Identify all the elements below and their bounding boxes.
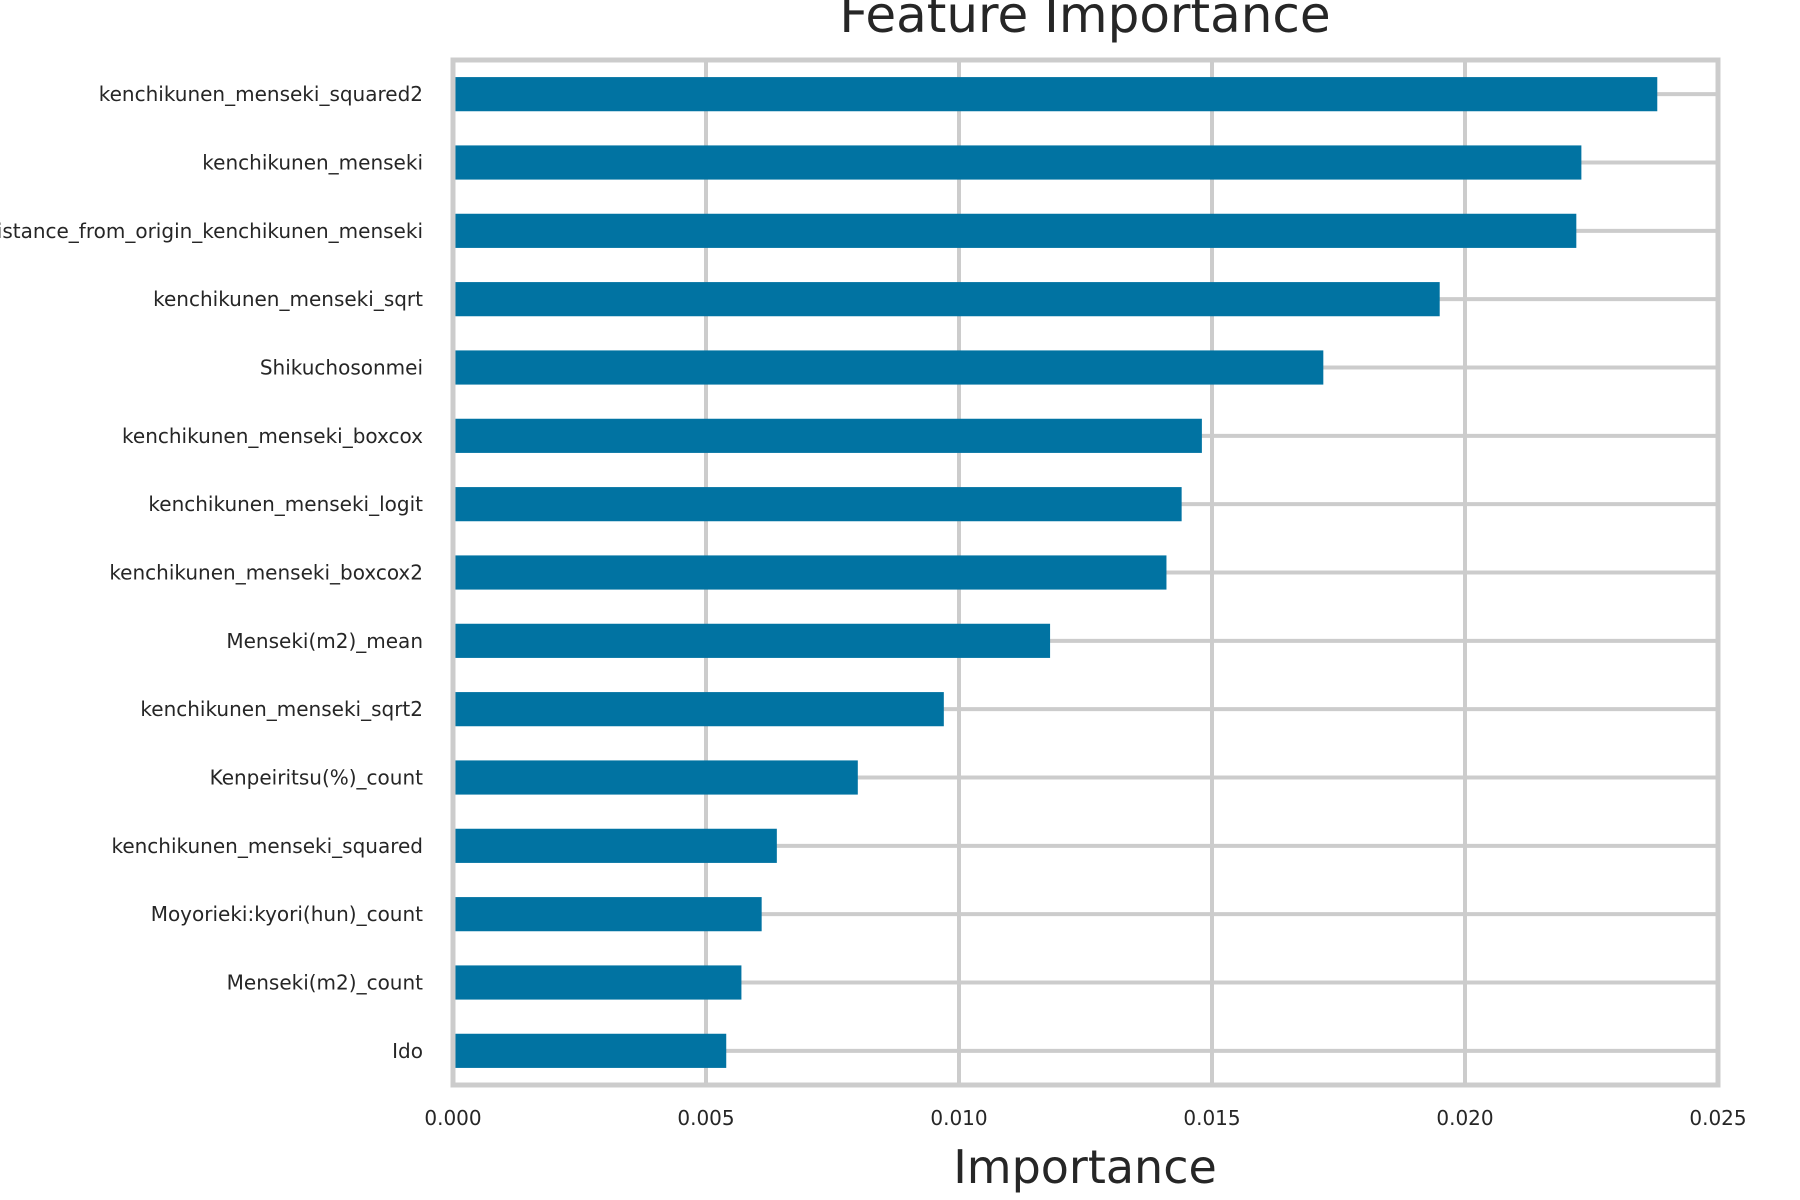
x-tick-label: 0.000 bbox=[424, 1106, 481, 1130]
y-tick-label: kenchikunen_menseki_boxcox bbox=[122, 424, 423, 448]
bar bbox=[453, 965, 742, 1000]
y-tick-label: distance_from_origin_kenchikunen_menseki bbox=[0, 219, 423, 243]
y-tick-label: Moyorieki:kyori(hun)_count bbox=[151, 902, 423, 926]
bar bbox=[453, 760, 858, 795]
y-tick-label: kenchikunen_menseki_squared2 bbox=[99, 82, 423, 106]
y-tick-label: kenchikunen_menseki_logit bbox=[148, 492, 423, 516]
x-axis-label: Importance bbox=[953, 1140, 1217, 1194]
bar bbox=[453, 418, 1202, 453]
y-tick-label: Kenpeiritsu(%)_count bbox=[210, 766, 424, 790]
x-tick-label: 0.020 bbox=[1436, 1106, 1493, 1130]
bar bbox=[453, 487, 1182, 522]
bar bbox=[453, 213, 1577, 248]
bar bbox=[453, 350, 1324, 385]
x-tick-label: 0.005 bbox=[677, 1106, 734, 1130]
plot-frame bbox=[450, 57, 1721, 1088]
x-tick-label: 0.010 bbox=[930, 1106, 987, 1130]
y-tick-label: kenchikunen_menseki bbox=[202, 151, 423, 175]
y-tick-label: kenchikunen_menseki_boxcox2 bbox=[109, 561, 423, 585]
y-tick-label: Ido bbox=[392, 1039, 423, 1063]
y-tick-label: Menseki(m2)_count bbox=[227, 971, 423, 995]
y-tick-labels: kenchikunen_menseki_squared2 kenchikunen_… bbox=[0, 82, 423, 1063]
x-tick-label: 0.025 bbox=[1689, 1106, 1746, 1130]
bar bbox=[453, 623, 1051, 658]
bar bbox=[453, 692, 944, 727]
bar bbox=[453, 77, 1658, 112]
y-tick-label: kenchikunen_menseki_sqrt2 bbox=[140, 697, 423, 721]
y-tick-label: Shikuchosonmei bbox=[260, 356, 423, 380]
x-tick-label: 0.015 bbox=[1183, 1106, 1240, 1130]
y-tick-label: kenchikunen_menseki_sqrt bbox=[153, 287, 423, 311]
bar bbox=[453, 282, 1440, 317]
y-tick-label: kenchikunen_menseki_squared bbox=[111, 834, 423, 858]
bar bbox=[453, 555, 1167, 590]
bar bbox=[453, 897, 762, 932]
x-tick-labels: 0.000 0.005 0.010 0.015 0.020 0.025 bbox=[424, 1106, 1746, 1130]
bar bbox=[453, 828, 777, 863]
bar bbox=[453, 145, 1582, 180]
y-tick-label: Menseki(m2)_mean bbox=[226, 629, 423, 653]
bar-layer bbox=[453, 77, 1658, 1068]
bar bbox=[453, 1033, 727, 1068]
chart-title: Feature Importance bbox=[839, 0, 1330, 44]
